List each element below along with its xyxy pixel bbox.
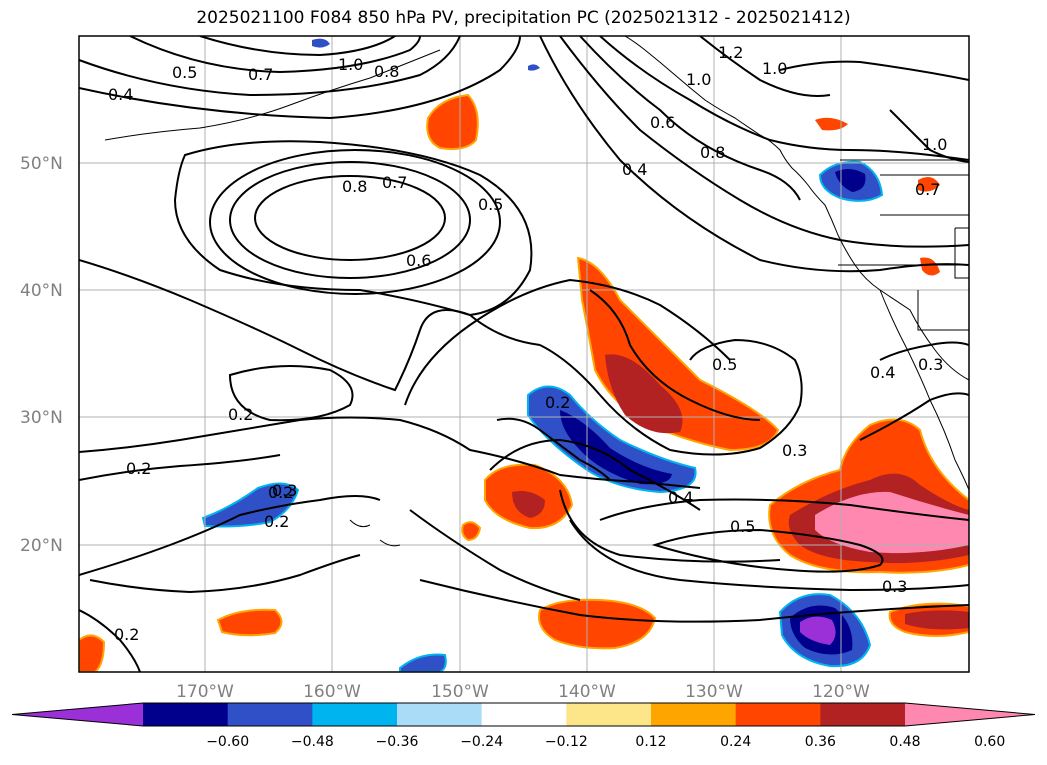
contour-label: 0.6 <box>650 113 675 132</box>
colorbar-tick-label: −0.36 <box>376 734 419 750</box>
contour-label: 1.0 <box>922 135 947 154</box>
colorbar-tick-label: −0.60 <box>206 734 249 750</box>
contour-label: 0.2 <box>228 405 253 424</box>
latitude-labels: 50°N 40°N 30°N 20°N <box>20 154 63 556</box>
contour-label: 0.4 <box>668 488 693 507</box>
colorbar-tick-label: 0.60 <box>974 734 1005 750</box>
map-area <box>79 36 969 672</box>
contour-label: 0.4 <box>108 85 133 104</box>
contour-label: 0.3 <box>918 355 943 374</box>
colorbar-swatch <box>820 703 906 726</box>
colorbar-tick-label: −0.24 <box>460 734 503 750</box>
colorbar-swatch <box>735 703 821 726</box>
colorbar-swatch <box>397 703 483 726</box>
contour-label: 0.5 <box>712 355 737 374</box>
contour-label: 1.0 <box>762 59 787 78</box>
longitude-labels: 170°W 160°W 150°W 140°W 130°W 120°W <box>176 682 870 702</box>
contour-label: 0.7 <box>382 173 407 192</box>
colorbar-extend-low <box>12 703 143 726</box>
colorbar-extend-high <box>905 703 1035 726</box>
contour-label: 1.0 <box>338 55 363 74</box>
colorbar-tick-label: 0.12 <box>635 734 666 750</box>
colorbar-swatch <box>481 703 567 726</box>
contour-label: 0.5 <box>172 63 197 82</box>
contour-label: 0.3 <box>782 441 807 460</box>
colorbar-swatch <box>227 703 313 726</box>
contour-label: 0.8 <box>342 177 367 196</box>
contour-label: 0.4 <box>622 160 647 179</box>
contour-label: 0.2 <box>268 483 293 502</box>
contour-label: 1.0 <box>686 70 711 89</box>
lon-label: 140°W <box>558 682 616 702</box>
colorbar: −0.60 −0.48 −0.36 −0.24 −0.12 0.12 0.24 0.36 0.4… <box>11 702 1036 750</box>
contour-label: 0.5 <box>730 517 755 536</box>
map-title: 2025021100 F084 850 hPa PV, precipitatio… <box>196 8 851 28</box>
lon-label: 120°W <box>812 682 870 702</box>
lon-label: 130°W <box>685 682 743 702</box>
contour-label: 0.6 <box>406 251 431 270</box>
lat-label: 30°N <box>20 408 63 428</box>
colorbar-tick-label: 0.36 <box>805 734 836 750</box>
lat-label: 50°N <box>20 154 63 174</box>
contour-label: 0.7 <box>248 65 273 84</box>
contour-label: 0.2 <box>545 393 570 412</box>
contour-label: 0.5 <box>478 195 503 214</box>
colorbar-swatch <box>312 703 398 726</box>
colorbar-tick-label: −0.48 <box>291 734 334 750</box>
contour-labels: 0.5 0.7 1.0 0.8 0.4 1.2 1.0 1.0 0.6 0.8 … <box>108 43 947 644</box>
contour-label: 0.8 <box>374 62 399 81</box>
lat-label: 40°N <box>20 281 63 301</box>
contour-label: 0.2 <box>126 459 151 478</box>
contour-label: 0.3 <box>882 577 907 596</box>
map-border <box>78 35 970 673</box>
graticule <box>79 36 969 672</box>
contour-label: 0.3 <box>272 481 297 500</box>
precipitation-shading <box>79 38 969 672</box>
colorbar-tick-label: 0.24 <box>720 734 751 750</box>
colorbar-outline <box>11 702 1036 727</box>
contour-label: 0.4 <box>870 363 895 382</box>
colorbar-tick-label: −0.12 <box>545 734 588 750</box>
colorbar-swatch <box>651 703 737 726</box>
colorbar-swatch <box>143 703 229 726</box>
colorbar-tick-label: 0.48 <box>889 734 920 750</box>
lon-label: 170°W <box>176 682 234 702</box>
contour-label: 1.2 <box>718 43 743 62</box>
lon-label: 160°W <box>303 682 361 702</box>
lat-label: 20°N <box>20 536 63 556</box>
pv-contours <box>79 36 969 672</box>
contour-label: 0.7 <box>915 180 940 199</box>
lon-label: 150°W <box>431 682 489 702</box>
colorbar-swatch <box>566 703 652 726</box>
contour-label: 0.2 <box>114 625 139 644</box>
contour-label: 0.2 <box>264 512 289 531</box>
contour-label: 0.8 <box>700 143 725 162</box>
